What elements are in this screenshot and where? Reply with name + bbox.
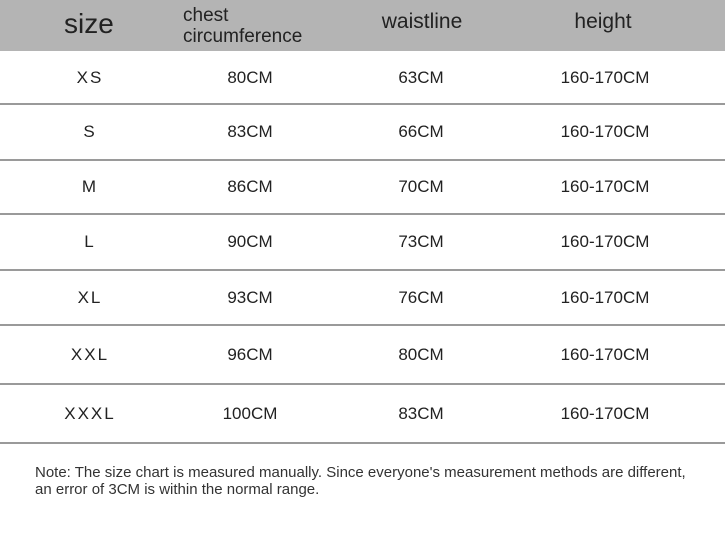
- row-separator: [0, 213, 725, 215]
- row-separator: [0, 442, 725, 444]
- table-cell: 90CM: [227, 232, 273, 251]
- table-cell: XS: [76, 67, 104, 87]
- table-cell: XXXL: [64, 403, 116, 423]
- table-cell: XL: [77, 287, 103, 307]
- table-cell: 160-170CM: [560, 67, 650, 87]
- table-cell: 76CM: [398, 287, 444, 307]
- table-cell: 160-170CM: [560, 232, 650, 251]
- row-separator: [0, 159, 725, 161]
- table-cell: 63CM: [398, 67, 444, 87]
- header-height: height: [574, 10, 632, 33]
- table-cell: M: [81, 177, 99, 196]
- row-separator: [0, 269, 725, 271]
- note: Note: The size chart is measured manuall…: [35, 464, 686, 498]
- table-cell: 160-170CM: [560, 287, 650, 307]
- table-cell: XXL: [70, 344, 110, 364]
- header-size: size: [64, 8, 114, 39]
- table-cell: 100CM: [222, 403, 278, 423]
- table-cell: S: [83, 122, 97, 141]
- row-separator: [0, 103, 725, 105]
- row-separator: [0, 324, 725, 326]
- table-cell: 160-170CM: [560, 122, 650, 141]
- table-cell: 70CM: [398, 177, 444, 196]
- table-cell: 73CM: [398, 232, 444, 251]
- table-cell: 80CM: [227, 67, 273, 87]
- table-cell: 160-170CM: [560, 344, 650, 364]
- table-cell: 93CM: [227, 287, 273, 307]
- table-cell: 86CM: [227, 177, 273, 196]
- header-band: [0, 0, 725, 51]
- header-waistline: waistline: [381, 10, 463, 33]
- table-cell: 160-170CM: [560, 177, 650, 196]
- header-chest: chest circumference: [183, 5, 303, 47]
- table-cell: L: [84, 232, 96, 251]
- table-cell: 160-170CM: [560, 403, 650, 423]
- table-cell: 83CM: [227, 122, 273, 141]
- table-cell: 96CM: [227, 344, 273, 364]
- table-cell: 80CM: [398, 344, 444, 364]
- table-cell: 83CM: [398, 403, 444, 423]
- table-cell: 66CM: [398, 122, 444, 141]
- row-separator: [0, 383, 725, 385]
